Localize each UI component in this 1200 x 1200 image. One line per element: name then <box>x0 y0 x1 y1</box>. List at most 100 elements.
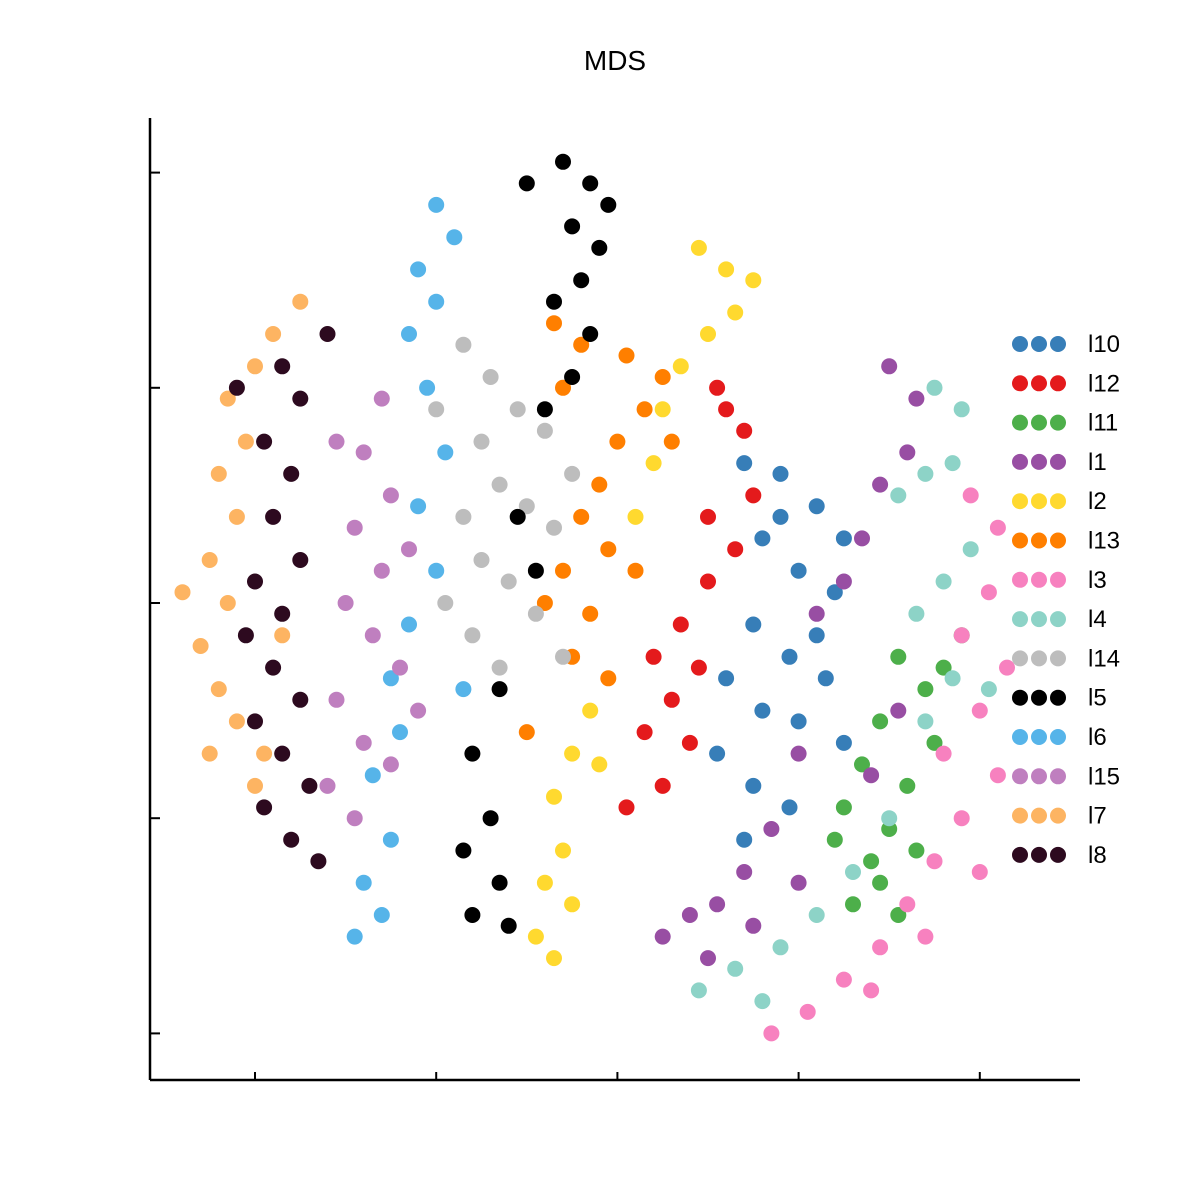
point-l15-10 <box>382 756 399 773</box>
point-l15-9 <box>355 734 372 751</box>
point-l2-9 <box>582 702 599 719</box>
legend-marker-l8-2 <box>1050 846 1066 863</box>
point-l2-8 <box>627 508 644 525</box>
point-l1-11 <box>681 907 698 923</box>
point-l10-2 <box>808 498 825 515</box>
legend-marker-l5-0 <box>1012 689 1028 706</box>
point-l2-13 <box>536 874 553 891</box>
point-l10-3 <box>835 530 852 547</box>
point-l11-12 <box>935 659 952 676</box>
point-l11-3 <box>926 734 943 751</box>
legend-marker-l15-1 <box>1031 768 1047 785</box>
legend-item-l6: l6 <box>1012 724 1107 751</box>
point-l1-7 <box>790 745 807 762</box>
point-l13-13 <box>600 670 617 687</box>
legend-label-l7: l7 <box>1088 803 1107 830</box>
point-l14-10 <box>500 573 517 590</box>
point-l6-4 <box>401 326 417 342</box>
point-l7-11 <box>201 745 218 762</box>
point-l11-1 <box>917 681 934 698</box>
point-l14-7 <box>546 519 562 536</box>
legend-item-l7: l7 <box>1012 803 1107 830</box>
point-l1-3 <box>872 476 889 493</box>
legend-item-l2: l2 <box>1012 488 1107 515</box>
point-l8-7 <box>274 605 291 622</box>
point-l6-3 <box>428 293 445 310</box>
point-l14-14 <box>491 659 508 676</box>
legend-marker-l4-1 <box>1031 611 1047 628</box>
point-l15-12 <box>346 810 363 827</box>
point-l10-11 <box>754 702 771 719</box>
point-l5-19 <box>518 175 535 192</box>
point-l7-15 <box>174 584 191 601</box>
legend-marker-l11-2 <box>1050 414 1066 431</box>
point-l14-1 <box>482 369 499 385</box>
point-l12-12 <box>690 659 707 676</box>
point-l13-6 <box>573 508 590 525</box>
point-l7-12 <box>247 777 263 794</box>
point-l15-11 <box>319 777 336 794</box>
point-l5-0 <box>555 153 571 170</box>
point-l14-12 <box>437 595 454 611</box>
point-l4-10 <box>881 810 898 827</box>
point-l12-1 <box>736 422 753 439</box>
point-l5-13 <box>464 745 481 762</box>
point-l13-14 <box>518 724 535 741</box>
point-l10-4 <box>754 530 771 547</box>
point-l14-4 <box>473 433 490 450</box>
point-l4-0 <box>926 379 943 396</box>
point-l12-8 <box>636 724 653 741</box>
point-l6-17 <box>455 681 472 698</box>
point-l6-10 <box>382 670 399 687</box>
point-l3-10 <box>899 896 916 913</box>
point-l14-0 <box>455 336 472 353</box>
legend-marker-l3-0 <box>1012 571 1028 588</box>
point-l7-7 <box>219 595 236 611</box>
legend-label-l6: l6 <box>1088 724 1107 751</box>
point-l6-6 <box>437 444 454 461</box>
legend-label-l5: l5 <box>1088 685 1107 712</box>
legend-label-l11: l11 <box>1088 410 1118 437</box>
point-l4-4 <box>890 487 907 504</box>
point-l10-8 <box>781 648 798 665</box>
point-l3-8 <box>953 810 970 827</box>
point-l15-0 <box>373 390 390 407</box>
legend-marker-l6-2 <box>1050 729 1066 745</box>
point-l11-14 <box>845 896 861 913</box>
point-l13-3 <box>636 401 653 418</box>
point-l6-14 <box>355 874 372 891</box>
point-l4-1 <box>953 401 970 418</box>
point-l1-4 <box>854 530 870 547</box>
point-l11-9 <box>826 831 843 848</box>
point-l7-10 <box>228 713 245 730</box>
point-l3-5 <box>971 702 988 719</box>
point-l6-12 <box>364 767 381 784</box>
axes-layer <box>148 118 1080 1082</box>
point-l7-4 <box>210 465 227 482</box>
point-l13-11 <box>582 605 599 622</box>
point-l4-3 <box>917 465 934 482</box>
point-l3-2 <box>980 584 997 601</box>
legend-marker-l14-1 <box>1031 650 1047 667</box>
point-l14-3 <box>536 422 553 439</box>
point-l5-7 <box>582 326 599 342</box>
point-l5-1 <box>582 175 599 192</box>
legend-marker-l6-0 <box>1012 729 1028 745</box>
point-l5-18 <box>500 917 517 934</box>
point-l11-6 <box>835 799 852 816</box>
point-l5-16 <box>491 874 508 891</box>
point-l15-14 <box>401 541 417 558</box>
point-l8-16 <box>310 853 327 870</box>
legend-marker-l1-2 <box>1050 453 1066 470</box>
point-l4-2 <box>944 455 961 472</box>
legend-marker-l7-1 <box>1031 807 1047 824</box>
legend-marker-l1-1 <box>1031 453 1047 470</box>
point-l4-6 <box>935 573 952 590</box>
point-l5-17 <box>464 907 481 923</box>
point-l8-8 <box>237 627 254 644</box>
legend-item-l15: l15 <box>1012 763 1120 790</box>
point-l15-5 <box>337 595 354 611</box>
point-l3-13 <box>799 1003 816 1020</box>
point-l2-7 <box>645 455 662 472</box>
legend-label-l2: l2 <box>1088 488 1107 515</box>
